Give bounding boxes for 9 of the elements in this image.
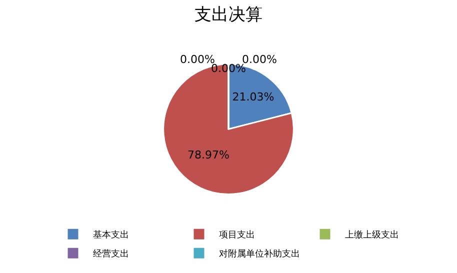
pie-slice — [162, 63, 294, 195]
legend-label: 经营支出 — [93, 248, 129, 260]
data-label: 21.03% — [232, 90, 274, 104]
legend-label: 上缴上级支出 — [345, 230, 399, 241]
legend-label: 对附属单位补助支出 — [219, 248, 300, 260]
data-label: 78.97% — [188, 148, 230, 162]
legend-label: 基本支出 — [93, 230, 129, 241]
chart-title: 支出决算 — [194, 5, 262, 26]
legend-label: 项目支出 — [219, 230, 255, 241]
